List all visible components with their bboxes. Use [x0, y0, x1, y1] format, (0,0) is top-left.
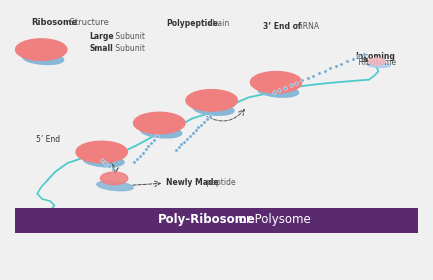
Text: chain: chain [206, 19, 229, 28]
Text: Newly Made: Newly Made [166, 178, 219, 187]
Ellipse shape [97, 181, 133, 191]
Text: Subunit: Subunit [113, 32, 145, 41]
Ellipse shape [16, 39, 67, 60]
Ellipse shape [193, 103, 234, 115]
Text: Structure: Structure [67, 18, 108, 27]
Text: Subunit: Subunit [113, 44, 145, 53]
Ellipse shape [23, 53, 64, 64]
Ellipse shape [368, 58, 385, 65]
Ellipse shape [258, 85, 298, 97]
Text: Polypeptide: Polypeptide [166, 19, 218, 28]
Ellipse shape [83, 155, 124, 167]
Ellipse shape [133, 112, 185, 134]
Ellipse shape [186, 90, 237, 111]
Text: Small: Small [90, 44, 113, 53]
Text: Ribosome: Ribosome [31, 18, 78, 27]
Text: Ribosome: Ribosome [355, 59, 396, 67]
FancyBboxPatch shape [15, 208, 418, 233]
Ellipse shape [100, 172, 128, 185]
Ellipse shape [141, 126, 182, 138]
Text: Large: Large [90, 32, 114, 41]
Text: peptide: peptide [204, 178, 236, 187]
Text: 3’ End of: 3’ End of [263, 22, 301, 31]
Text: 5’ End: 5’ End [36, 135, 60, 144]
Text: mRNA: mRNA [293, 22, 319, 31]
Text: Poly-Ribosome: Poly-Ribosome [158, 213, 256, 226]
Text: Incoming: Incoming [355, 52, 395, 61]
Ellipse shape [367, 63, 390, 67]
Ellipse shape [76, 141, 127, 163]
Ellipse shape [250, 72, 302, 93]
Text: or Polysome: or Polysome [235, 213, 310, 226]
